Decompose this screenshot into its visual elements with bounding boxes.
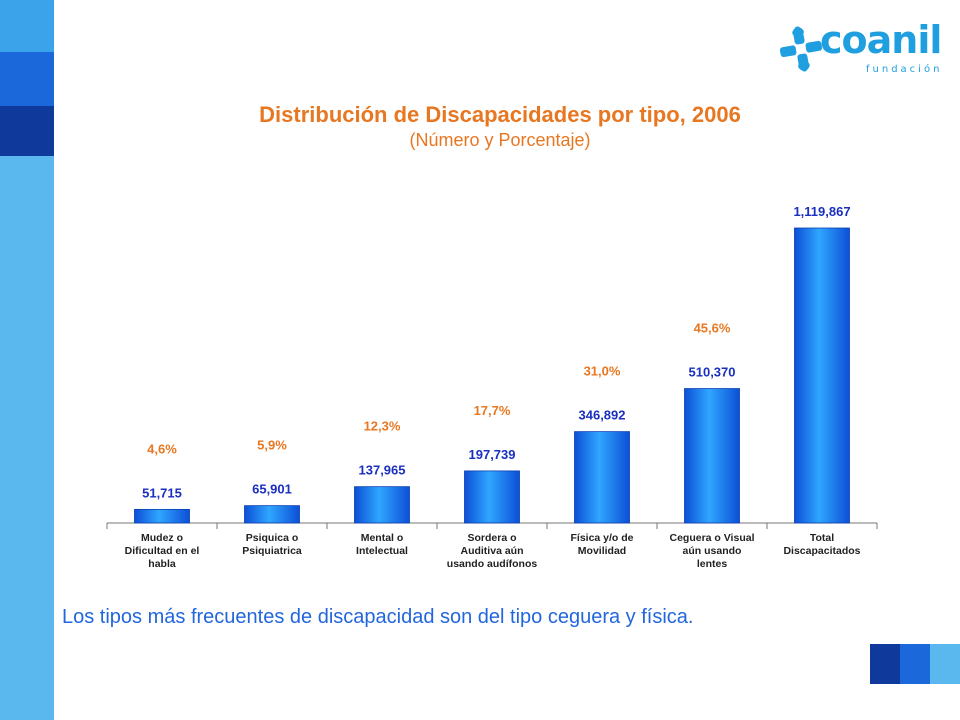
percent-label: 5,9% [257,438,287,453]
percent-label: 4,6% [147,441,177,456]
percent-label: 17,7% [474,403,511,418]
category-label: habla [148,558,176,570]
value-label: 346,892 [579,408,626,423]
bar-4 [574,431,630,524]
left-square-light [0,0,54,52]
bar-3 [464,470,520,524]
percent-label: 12,3% [364,419,401,434]
percent-label: 31,0% [584,364,621,379]
chart-subtitle: (Número y Porcentaje) [409,130,591,150]
value-label: 510,370 [689,365,736,380]
category-label: lentes [697,558,728,570]
coanil-logo: coanil fundación [778,14,948,84]
chart-title: Distribución de Discapacidades por tipo,… [259,102,741,127]
logo-wordmark: coanil [820,18,942,62]
category-label: Dificultad en el [125,545,200,557]
left-square-medium [0,52,54,106]
value-label: 51,715 [142,485,182,500]
value-label: 197,739 [469,447,516,462]
category-label: Auditiva aún [460,545,523,557]
logo-subtitle: fundación [866,64,943,75]
category-label: Total [810,532,834,544]
category-label: usando audífonos [447,558,538,570]
bar-6 [794,227,850,524]
footer-note: Los tipos más frecuentes de discapacidad… [62,606,694,628]
category-label: Mudez o [141,532,183,544]
category-label: Discapacitados [783,545,860,557]
value-label: 1,119,867 [793,204,850,219]
left-square-dark [0,106,54,156]
category-label: Psiquica o [246,532,299,544]
value-label: 65,901 [252,482,292,497]
category-label: aún usando [683,545,742,557]
category-label: Psiquiatrica [242,545,302,557]
category-label: Sordera o [467,532,516,544]
bar-2 [354,486,410,524]
category-label: Mental o [361,532,404,544]
category-label: Movilidad [578,545,626,557]
bar-5 [684,388,740,524]
bottom-right-squares [870,644,960,684]
value-label: 137,965 [359,463,406,478]
percent-label: 45,6% [694,321,731,336]
bar-1 [244,505,300,524]
category-label: Intelectual [356,545,408,557]
category-label: Física y/o de [570,532,633,544]
flower-logo-icon [779,26,823,72]
bar-0 [134,508,190,524]
category-label: Ceguera o Visual [669,532,754,544]
